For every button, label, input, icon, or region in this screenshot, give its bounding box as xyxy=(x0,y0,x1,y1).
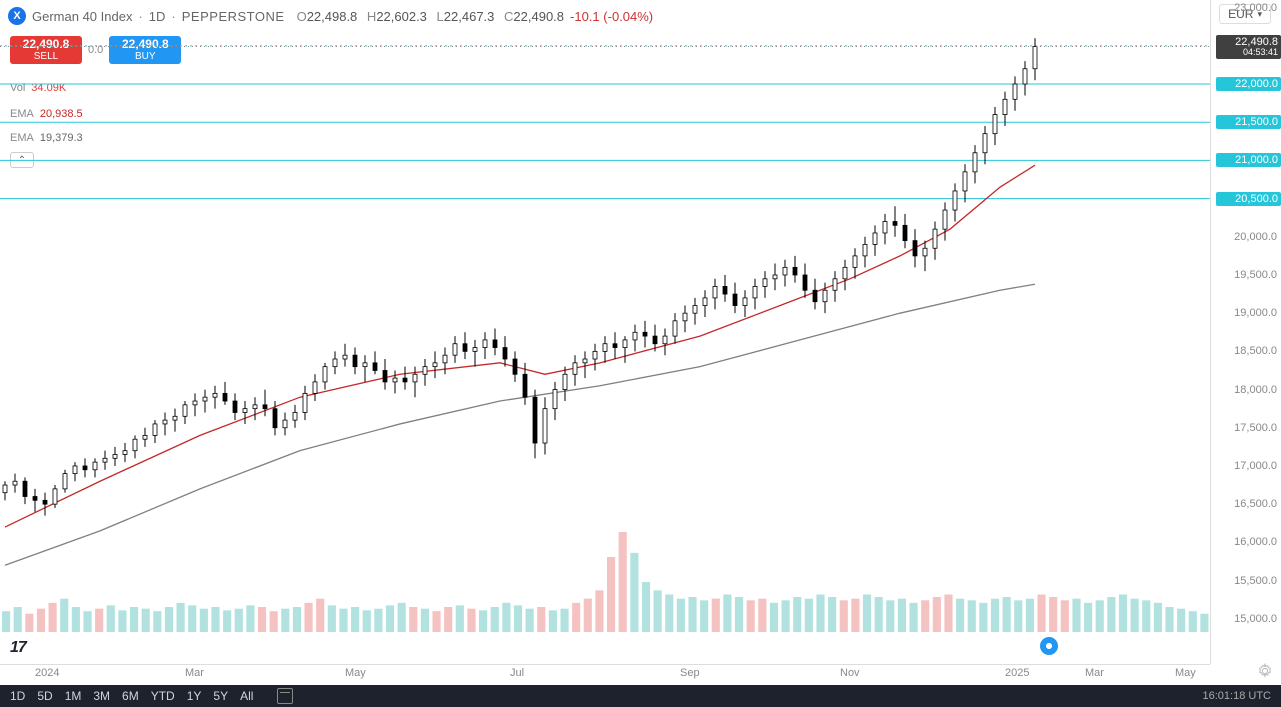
price-tick: 20,000.0 xyxy=(1234,231,1277,243)
level-label[interactable]: 21,500.0 xyxy=(1216,115,1281,129)
price-tick: 23,000.0 xyxy=(1234,2,1277,14)
price-axis[interactable]: 15,000.0 15,500.0 16,000.0 16,500.0 17,000.0… xyxy=(1210,0,1281,664)
price-tick: 17,000.0 xyxy=(1234,460,1277,472)
range-all[interactable]: All xyxy=(240,689,253,703)
time-tick: Sep xyxy=(680,667,700,679)
price-tick: 16,500.0 xyxy=(1234,498,1277,510)
price-tick: 19,500.0 xyxy=(1234,269,1277,281)
range-ytd[interactable]: YTD xyxy=(151,689,175,703)
time-tick: May xyxy=(1175,667,1196,679)
price-tick: 17,500.0 xyxy=(1234,422,1277,434)
range-1d[interactable]: 1D xyxy=(10,689,25,703)
range-1m[interactable]: 1M xyxy=(65,689,82,703)
time-tick: Jul xyxy=(510,667,524,679)
goto-date-button[interactable] xyxy=(277,688,293,704)
price-tick: 18,000.0 xyxy=(1234,384,1277,396)
time-tick: Mar xyxy=(185,667,204,679)
level-label[interactable]: 20,500.0 xyxy=(1216,192,1281,206)
range-5y[interactable]: 5Y xyxy=(213,689,228,703)
level-label[interactable]: 21,000.0 xyxy=(1216,153,1281,167)
time-tick: May xyxy=(345,667,366,679)
range-1y[interactable]: 1Y xyxy=(187,689,202,703)
tradingview-logo[interactable]: 17 xyxy=(10,639,26,657)
level-label[interactable]: 22,000.0 xyxy=(1216,77,1281,91)
countdown: 04:53:41 xyxy=(1219,48,1278,58)
clock-display: 16:01:18 UTC xyxy=(1203,690,1271,702)
time-tick: 2025 xyxy=(1005,667,1029,679)
range-3m[interactable]: 3M xyxy=(93,689,110,703)
price-chart[interactable] xyxy=(0,0,1210,634)
globe-icon[interactable] xyxy=(1040,637,1058,655)
time-tick: 2024 xyxy=(35,667,59,679)
price-tick: 16,000.0 xyxy=(1234,536,1277,548)
current-price-label[interactable]: 22,490.804:53:41 xyxy=(1216,35,1281,59)
chart-settings-button[interactable] xyxy=(1257,663,1273,679)
range-5d[interactable]: 5D xyxy=(37,689,52,703)
price-tick: 18,500.0 xyxy=(1234,345,1277,357)
time-axis[interactable]: 2024 Mar May Jul Sep Nov 2025 Mar May xyxy=(0,664,1210,685)
bottom-toolbar: 1D 5D 1M 3M 6M YTD 1Y 5Y All 16:01:18 UTC xyxy=(0,685,1281,707)
price-tick: 15,000.0 xyxy=(1234,613,1277,625)
price-tick: 15,500.0 xyxy=(1234,575,1277,587)
gear-icon xyxy=(1257,663,1273,679)
price-tick: 19,000.0 xyxy=(1234,307,1277,319)
time-tick: Nov xyxy=(840,667,860,679)
range-6m[interactable]: 6M xyxy=(122,689,139,703)
time-tick: Mar xyxy=(1085,667,1104,679)
